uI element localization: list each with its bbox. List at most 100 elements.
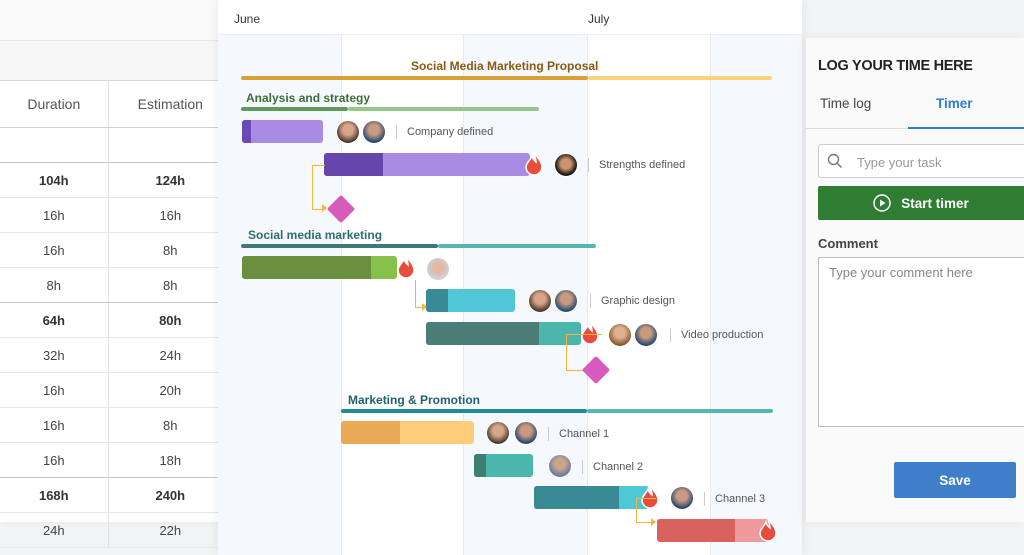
avatar[interactable] [426, 257, 450, 281]
task-bar-graphic-design[interactable] [426, 289, 515, 312]
timer-panel: LOG YOUR TIME HERE Time log Timer Start … [806, 38, 1024, 522]
duration-cell: 16h [0, 407, 109, 443]
task-label: Graphic design [590, 294, 675, 308]
duration-cell: 64h [0, 302, 109, 338]
timeline-body: Social Media Marketing Proposal Analysis… [218, 34, 802, 555]
month-july: July [588, 12, 610, 26]
task-bar-video-production[interactable] [426, 322, 581, 345]
grid-line [710, 34, 711, 555]
task-bar-social-1[interactable] [242, 256, 397, 279]
task-bar-channel-3[interactable] [534, 486, 649, 509]
tab-bar: Time log Timer [806, 92, 1024, 129]
avatar[interactable] [486, 421, 510, 445]
start-timer-button[interactable]: Start timer [818, 186, 1024, 220]
table-row[interactable]: 16h 8h [0, 407, 232, 443]
table-row[interactable]: 16h 16h [0, 197, 232, 233]
group-progress-done [241, 244, 438, 248]
estimation-cell: 16h [108, 197, 232, 233]
table-row[interactable]: 16h 20h [0, 372, 232, 408]
avatar[interactable] [608, 323, 632, 347]
duration-cell: 16h [0, 197, 109, 233]
bar-progress [242, 256, 371, 279]
timeline-header: June July [218, 0, 802, 35]
task-bar-channel-1[interactable] [341, 421, 474, 444]
fire-icon [525, 152, 543, 176]
table-row[interactable]: 168h 240h [0, 477, 232, 513]
project-progress-remaining [588, 76, 772, 80]
estimation-cell: 8h [108, 407, 232, 443]
avatar[interactable] [554, 153, 578, 177]
avatar[interactable] [336, 120, 360, 144]
gantt-chart: June July Social Media Marketing Proposa… [218, 0, 802, 555]
task-label: Channel 2 [582, 460, 643, 474]
bar-progress [426, 322, 539, 345]
table-row[interactable]: 16h 8h [0, 232, 232, 268]
group-title-analysis: Analysis and strategy [246, 91, 371, 105]
estimation-cell: 124h [108, 162, 232, 198]
estimation-cell: 80h [108, 302, 232, 338]
task-bar-channel-2[interactable] [474, 454, 533, 477]
table-row[interactable]: 64h 80h [0, 302, 232, 338]
avatar[interactable] [514, 421, 538, 445]
dependency-connector [312, 165, 325, 210]
tab-time-log[interactable]: Time log [820, 96, 872, 111]
avatar[interactable] [670, 486, 694, 510]
duration-cell: 16h [0, 442, 109, 478]
table-row[interactable]: 104h 124h [0, 162, 232, 198]
bar-progress [426, 289, 448, 312]
estimation-cell [108, 127, 232, 163]
task-label: Company defined [396, 125, 493, 139]
task-input[interactable] [855, 145, 1019, 179]
task-label: Video production [670, 328, 763, 342]
table-row[interactable]: 24h 22h [0, 512, 232, 548]
fire-icon [397, 255, 415, 279]
dependency-connector [566, 334, 602, 335]
estimation-cell: 240h [108, 477, 232, 513]
avatar[interactable] [634, 323, 658, 347]
table-sub-bar [0, 41, 232, 81]
bar-progress [474, 454, 486, 477]
avatar[interactable] [528, 289, 552, 313]
task-table: Duration Estimation 104h 124h 16h 16h 16h 8h 8… [0, 80, 232, 548]
table-row[interactable]: 8h 8h [0, 267, 232, 303]
table-row[interactable]: 16h 18h [0, 442, 232, 478]
duration-cell: 168h [0, 477, 109, 513]
bar-progress [341, 421, 400, 444]
panel-title: LOG YOUR TIME HERE [818, 58, 973, 74]
fire-icon [581, 321, 599, 345]
grid-line [341, 34, 342, 555]
avatar[interactable] [554, 289, 578, 313]
fire-icon [641, 485, 659, 509]
group-progress-done [341, 409, 587, 413]
task-table-panel: Duration Estimation 104h 124h 16h 16h 16h 8h 8… [0, 0, 232, 548]
estimation-header[interactable]: Estimation [108, 80, 232, 128]
table-row[interactable]: 32h 24h [0, 337, 232, 373]
group-progress-remaining [587, 409, 773, 413]
project-progress-done [241, 76, 588, 80]
task-bar-strengths-defined[interactable] [324, 153, 530, 176]
estimation-cell: 18h [108, 442, 232, 478]
table-row[interactable] [0, 127, 232, 163]
group-title-social: Social media marketing [248, 228, 383, 242]
duration-cell: 104h [0, 162, 109, 198]
duration-header[interactable]: Duration [0, 80, 109, 128]
estimation-cell: 8h [108, 232, 232, 268]
save-button[interactable]: Save [894, 462, 1016, 498]
comment-textarea[interactable] [818, 257, 1024, 427]
task-search-box[interactable] [818, 144, 1024, 179]
duration-cell [0, 127, 109, 163]
bar-progress [242, 120, 251, 143]
avatar[interactable] [548, 454, 572, 478]
estimation-cell: 24h [108, 337, 232, 373]
play-icon [873, 194, 891, 212]
estimation-cell: 22h [108, 512, 232, 548]
tab-timer[interactable]: Timer [936, 96, 973, 111]
group-title-marketing: Marketing & Promotion [348, 393, 481, 407]
task-label: Strengths defined [588, 158, 685, 172]
dependency-connector [636, 498, 656, 499]
grid-line [587, 34, 588, 555]
group-progress-remaining [438, 244, 596, 248]
avatar[interactable] [362, 120, 386, 144]
task-bar-channel-4[interactable] [657, 519, 769, 542]
task-bar-company-defined[interactable] [242, 120, 323, 143]
